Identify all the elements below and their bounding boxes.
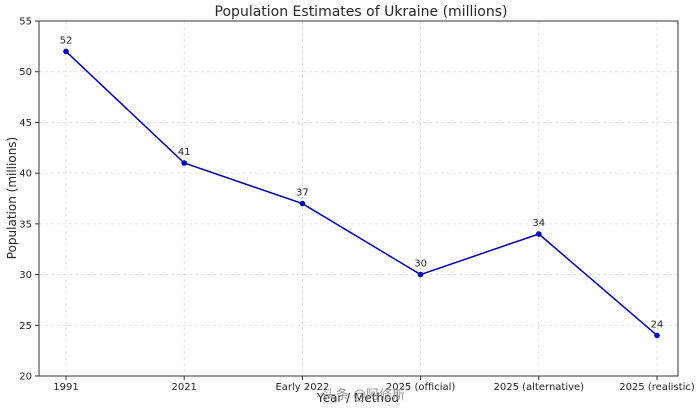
x-tick-label: 2021 — [171, 382, 196, 393]
x-tick-label: 2025 (alternative) — [494, 382, 585, 393]
data-markers — [63, 48, 660, 339]
data-label: 24 — [651, 319, 664, 330]
data-label: 37 — [296, 188, 309, 199]
y-tick-label: 50 — [19, 67, 32, 78]
data-point — [181, 160, 187, 166]
y-tick-label: 55 — [19, 17, 32, 28]
chart-title: Population Estimates of Ukraine (million… — [215, 4, 508, 20]
data-labels: 52 41 37 30 34 24 — [60, 35, 664, 330]
y-tick-label: 35 — [19, 219, 32, 230]
data-label: 52 — [60, 35, 73, 46]
x-tick-label: 2025 (official) — [386, 382, 455, 393]
data-point — [299, 200, 306, 207]
x-tick-label: Early 2022 — [275, 382, 329, 393]
y-tick-label: 20 — [19, 372, 32, 383]
y-tick-label: 40 — [19, 169, 32, 180]
y-tick-label: 30 — [19, 270, 32, 281]
watermark: 头条 @阿修斯 — [323, 387, 405, 403]
data-point — [654, 332, 660, 339]
y-axis-label: Population (millions) — [5, 137, 19, 259]
plot-frame — [38, 20, 679, 377]
data-point — [536, 231, 542, 237]
y-tick-label: 45 — [19, 118, 32, 129]
data-point — [417, 271, 424, 278]
data-label: 41 — [178, 147, 191, 158]
x-axis: 1991 2021 Early 2022 2025 (official) 2025 (a… — [53, 376, 695, 393]
data-point — [63, 48, 69, 55]
y-axis: 20 25 30 35 40 45 50 55 — [19, 17, 39, 383]
data-label: 30 — [414, 259, 427, 270]
x-tick-label: 1991 — [53, 382, 78, 393]
data-label: 34 — [532, 218, 545, 229]
y-tick-label: 25 — [19, 321, 32, 332]
x-axis-label: Year / Method — [316, 391, 399, 405]
x-tick-label: 2025 (realistic) — [619, 382, 695, 393]
watermark-text: 头条 @阿修斯 — [323, 387, 405, 403]
series-line-population — [65, 50, 658, 336]
